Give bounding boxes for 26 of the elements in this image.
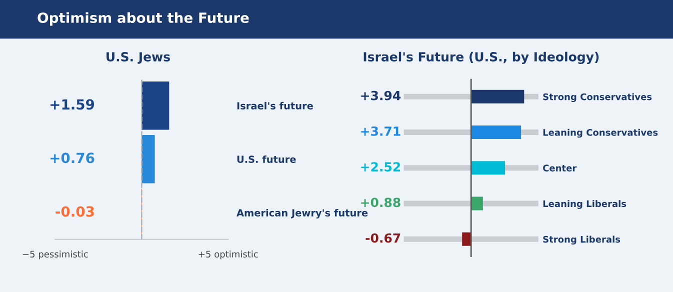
bar bbox=[142, 82, 170, 130]
data-label: -0.03 bbox=[56, 206, 94, 217]
y-tick-label: Leaning Liberals bbox=[543, 200, 626, 209]
y-tick-label: Strong Conservatives bbox=[543, 93, 652, 102]
y-tick-label: Leaning Conservatives bbox=[543, 128, 658, 138]
bar bbox=[471, 196, 483, 210]
chart-title: Optimism about the Future bbox=[38, 12, 249, 26]
bar bbox=[471, 161, 506, 175]
data-label: +1.59 bbox=[50, 99, 94, 110]
data-label: +0.76 bbox=[50, 152, 94, 164]
bar bbox=[142, 135, 155, 184]
chart-title: Israel's Future (U.S., by Ideology) bbox=[364, 52, 599, 64]
y-tick-label: U.S. future bbox=[237, 155, 296, 163]
y-tick-label: American Jewry's future bbox=[236, 208, 368, 218]
data-label: -0.67 bbox=[366, 233, 400, 243]
y-tick-label: Strong Liberals bbox=[543, 236, 620, 245]
x-tick-label: +5 optimistic bbox=[198, 250, 258, 260]
y-tick-label: Israel's future bbox=[237, 102, 313, 110]
data-label: +3.94 bbox=[361, 90, 401, 100]
bar bbox=[462, 232, 472, 246]
y-tick-label: Center bbox=[543, 164, 577, 172]
chart-subtitle: U.S. Jews bbox=[106, 52, 170, 64]
data-label: +3.71 bbox=[361, 126, 400, 136]
x-tick-label: −5 pessimistic bbox=[22, 250, 88, 260]
data-label: +2.52 bbox=[361, 162, 400, 172]
data-label: +0.88 bbox=[361, 198, 400, 208]
